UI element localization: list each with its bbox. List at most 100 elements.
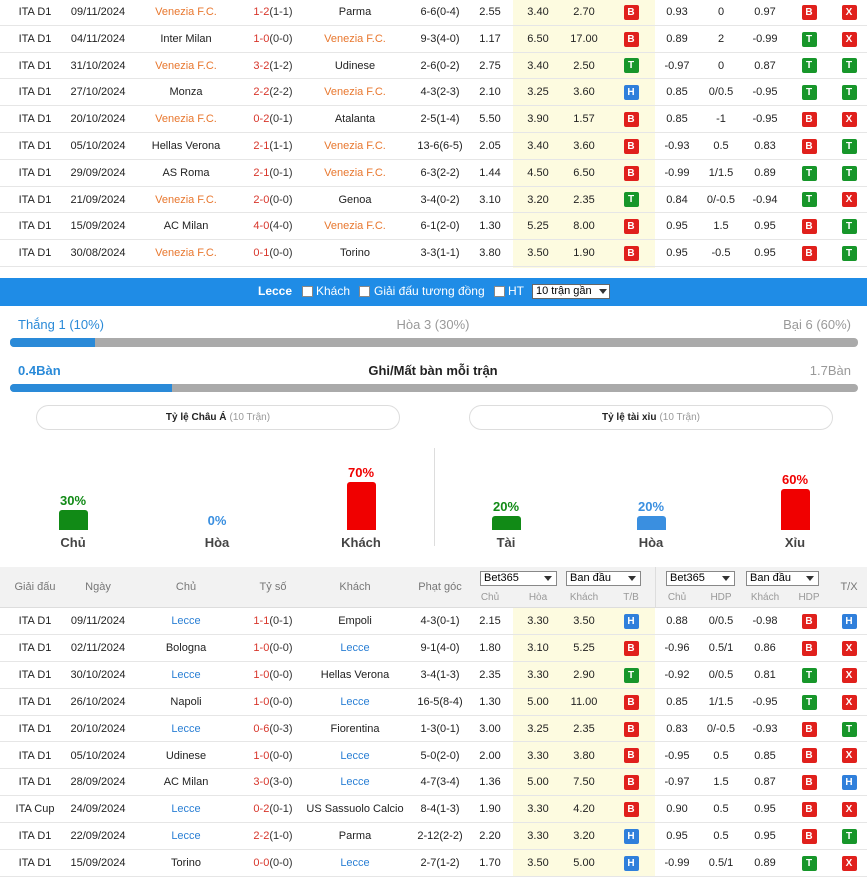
result-badge: T [841,138,857,154]
result-badge: B [623,694,639,710]
bar-value: 0% [207,513,227,528]
cell: Venezia F.C. [324,86,386,99]
cell: Udinese [334,59,376,72]
table-row: ITA D1 05/10/2024 Hellas Verona 2-1(1-1) Ven… [0,133,867,160]
score-ft: 2-1 [253,140,270,152]
cell: 04/11/2024 [70,32,126,45]
cell: 5.25 [573,641,595,654]
cell: Hellas Verona [151,140,221,152]
cell: 2.15 [479,615,501,627]
cell: 0.87 [754,776,776,789]
cell: 0/-0.5 [706,193,736,206]
filter-option[interactable]: Giải đấu tương đồng [374,284,485,298]
score: 1-0(0-0) [213,689,333,716]
checkbox[interactable] [494,286,505,297]
sub-header: HDP [710,592,732,603]
cell: 13-6(6-5) [417,140,463,152]
checkbox[interactable] [302,286,313,297]
cell: 1.80 [479,641,501,654]
cell: 0/0.5 [708,86,734,99]
record-draw: Hòa 3 (30%) [396,317,470,332]
select[interactable]: Ban đầu [746,571,819,586]
panel-count: (10 Trận) [229,412,271,423]
cell: ITA D1 [18,857,52,870]
cell: -0.98 [752,615,778,627]
select[interactable]: Ban đầu [566,571,641,586]
result-badge: X [841,748,857,764]
cell: 6.50 [527,32,549,45]
checkbox[interactable] [359,286,370,297]
cell: 6-3(2-2) [420,166,460,179]
result-badge: T [801,694,817,710]
result-badge: X [841,856,857,872]
cell: 0.86 [754,641,776,654]
score: 2-1(1-1) [213,133,333,160]
cell: 3.00 [479,722,501,735]
score: 1-0(0-0) [213,26,333,53]
cell: 3.60 [573,86,595,99]
score-ft: 1-1 [253,615,270,627]
panel-count: (10 Trận) [659,412,701,423]
score-ht: (0-0) [269,668,293,681]
result-badge: T [841,246,857,262]
cell: Venezia F.C. [324,32,386,45]
cell: 2-5(1-4) [420,113,460,126]
cell: 1.90 [479,803,501,816]
cell: 9-1(4-0) [420,641,460,654]
result-badge: B [623,219,639,235]
filter-option[interactable]: HT [508,284,524,298]
score: 2-2(1-0) [213,823,333,850]
cell: AC Milan [163,220,209,233]
cell: 3.25 [527,86,549,99]
cell: 21/09/2024 [70,193,126,206]
table-row: ITA D1 22/09/2024 Lecce 2-2(1-0) Parma 2-12(2… [0,823,867,851]
cell: 1.44 [479,166,501,179]
cell: -0.95 [752,113,778,126]
score: 3-0(3-0) [213,769,333,796]
cell: 0.85 [666,695,688,708]
cell: 5.00 [527,695,549,708]
filter-option[interactable]: Khách [316,284,351,298]
filter-bar: Lecce Khách Giải đấu tương đồng HT 10 tr… [0,278,867,306]
score-ft: 2-2 [253,86,270,99]
cell: 30/10/2024 [70,668,126,681]
cell: -0.94 [752,193,778,206]
select[interactable]: Bet365 [666,571,735,586]
sub-header: Hòa [528,592,548,603]
score: 2-2(2-2) [213,79,333,106]
result-badge: H [623,85,639,101]
bar [58,509,88,530]
filter-team: Lecce [258,284,293,298]
record-fill [10,338,95,347]
cell: Venezia F.C. [155,193,217,206]
score-ht: (2-2) [269,86,293,99]
select-value: Ban đầu [750,572,791,584]
result-badge: H [841,775,857,791]
cell: ITA D1 [18,776,52,789]
cell: 1.30 [479,695,501,708]
cell: AC Milan [163,776,209,789]
goals-fill [10,384,172,392]
cell: 0/-0.5 [706,722,736,735]
cell: Hellas Verona [320,668,390,681]
cell: 2.20 [479,830,501,843]
cell: Parma [338,830,372,843]
cell: 3-3(1-1) [420,247,460,260]
bar [491,516,521,530]
result-badge: B [623,112,639,128]
cell: 05/10/2024 [70,140,126,152]
result-badge: B [801,640,817,656]
cell: 24/09/2024 [70,803,126,816]
result-badge: T [801,58,817,74]
select[interactable]: 10 trận gần [532,284,610,299]
cell: Venezia F.C. [324,166,386,179]
result-badge: T [801,856,817,872]
cell: -0.96 [664,641,690,654]
score-ht: (1-2) [269,59,293,72]
table-row: ITA D1 15/09/2024 Torino 0-0(0-0) Lecce 2-7(1… [0,850,867,877]
cell: Venezia F.C. [324,220,386,233]
select[interactable]: Bet365 [480,571,557,586]
column-header: Phạt góc [418,581,462,593]
cell: 05/10/2024 [70,749,126,762]
score: 1-2(1-1) [213,0,333,26]
